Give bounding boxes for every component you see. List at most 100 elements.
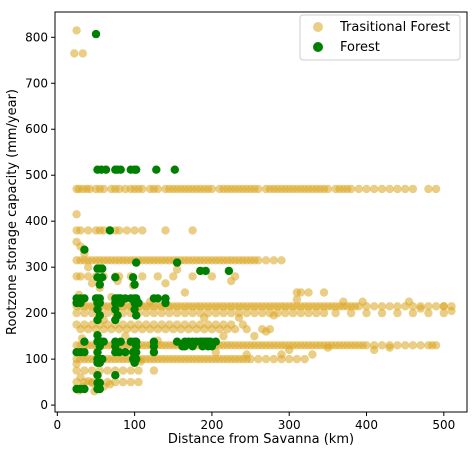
data-point bbox=[242, 350, 251, 359]
data-point bbox=[111, 273, 120, 282]
data-point bbox=[76, 373, 85, 382]
data-point bbox=[377, 341, 387, 350]
data-point bbox=[149, 348, 159, 357]
data-point bbox=[370, 184, 379, 194]
data-point bbox=[424, 308, 433, 318]
data-point bbox=[296, 308, 305, 318]
data-point bbox=[130, 226, 139, 235]
data-point bbox=[80, 245, 89, 254]
data-point bbox=[385, 343, 394, 352]
data-point bbox=[323, 343, 333, 352]
data-point bbox=[132, 348, 141, 357]
data-point bbox=[91, 29, 101, 39]
y-tick-label: 800 bbox=[25, 30, 48, 44]
data-point bbox=[84, 226, 93, 235]
data-point bbox=[126, 377, 135, 387]
data-point bbox=[161, 298, 170, 308]
data-points bbox=[70, 26, 456, 396]
data-point bbox=[285, 345, 294, 355]
data-point bbox=[242, 308, 251, 318]
data-point bbox=[134, 377, 143, 387]
data-point bbox=[192, 325, 201, 334]
data-point bbox=[362, 308, 371, 318]
data-point bbox=[250, 308, 259, 318]
data-point bbox=[128, 273, 138, 282]
legend-box bbox=[299, 14, 461, 61]
data-point bbox=[424, 302, 433, 311]
data-point bbox=[161, 279, 170, 288]
y-tick-label: 600 bbox=[25, 122, 48, 136]
data-point bbox=[188, 272, 197, 281]
data-point bbox=[211, 308, 220, 318]
data-point bbox=[200, 313, 209, 322]
data-point bbox=[115, 226, 124, 235]
data-point bbox=[188, 342, 197, 351]
legend-label-transitional-forest: Trasitional Forest bbox=[339, 20, 450, 35]
data-point bbox=[80, 384, 89, 394]
data-point bbox=[339, 297, 348, 306]
data-point bbox=[98, 273, 107, 282]
data-point bbox=[72, 210, 81, 219]
data-point bbox=[292, 295, 302, 304]
data-point bbox=[121, 348, 130, 357]
data-point bbox=[207, 342, 217, 351]
x-axis-label: Distance from Savanna (km) bbox=[168, 432, 354, 447]
data-point bbox=[207, 325, 217, 334]
legend-label-forest: Forest bbox=[340, 40, 380, 55]
data-point bbox=[404, 297, 414, 306]
data-point bbox=[393, 341, 402, 350]
data-point bbox=[223, 325, 232, 334]
data-point bbox=[87, 279, 97, 288]
data-point bbox=[242, 325, 251, 334]
data-point bbox=[157, 308, 166, 318]
data-point bbox=[234, 313, 244, 322]
plot-frame bbox=[54, 11, 468, 413]
data-point bbox=[401, 341, 410, 350]
data-point bbox=[93, 348, 102, 357]
data-point bbox=[219, 331, 228, 341]
data-point bbox=[254, 256, 263, 265]
data-point bbox=[358, 297, 367, 306]
data-point bbox=[439, 302, 448, 311]
data-point bbox=[254, 354, 263, 364]
data-point bbox=[428, 341, 437, 350]
data-point bbox=[180, 342, 190, 351]
data-point bbox=[115, 325, 124, 334]
data-point bbox=[98, 264, 107, 273]
x-tick-label: 0 bbox=[53, 418, 61, 432]
data-point bbox=[105, 226, 115, 235]
data-point bbox=[261, 327, 271, 336]
x-tick-label: 500 bbox=[432, 418, 455, 432]
data-point bbox=[103, 366, 112, 375]
data-point bbox=[377, 302, 387, 311]
x-tick-label: 400 bbox=[355, 418, 378, 432]
data-point bbox=[269, 311, 278, 320]
x-tick-label: 200 bbox=[200, 418, 223, 432]
data-point bbox=[116, 298, 125, 308]
data-point bbox=[76, 272, 85, 281]
data-point bbox=[76, 226, 85, 235]
data-point bbox=[99, 325, 108, 334]
data-point bbox=[269, 354, 278, 364]
data-point bbox=[153, 184, 162, 194]
data-point bbox=[111, 315, 120, 325]
data-point bbox=[130, 358, 139, 367]
data-point bbox=[377, 308, 387, 318]
data-point bbox=[149, 366, 159, 375]
data-point bbox=[439, 308, 448, 318]
data-point bbox=[331, 308, 340, 318]
data-point bbox=[145, 325, 155, 334]
data-point bbox=[308, 350, 317, 359]
data-point bbox=[385, 302, 394, 311]
data-point bbox=[346, 184, 356, 194]
data-point bbox=[408, 308, 418, 318]
data-point bbox=[132, 311, 141, 320]
data-point bbox=[201, 266, 210, 276]
data-point bbox=[370, 302, 379, 311]
data-point bbox=[227, 276, 236, 286]
data-point bbox=[408, 341, 418, 350]
data-point bbox=[80, 348, 89, 357]
data-point bbox=[447, 306, 456, 316]
data-point bbox=[153, 272, 162, 281]
